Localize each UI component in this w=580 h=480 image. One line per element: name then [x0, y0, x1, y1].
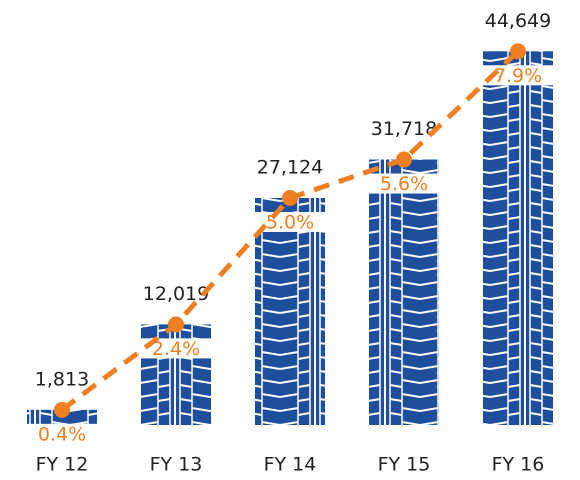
bar: [483, 51, 553, 425]
label-bg: [369, 173, 439, 194]
value-label: 27,124: [257, 156, 323, 178]
bar: [255, 197, 325, 425]
x-tick-label: FY 14: [264, 454, 317, 476]
share-label: 2.4%: [152, 338, 200, 360]
x-tick-label: FY 13: [150, 454, 203, 476]
x-tick-label: FY 15: [378, 454, 431, 476]
point: [282, 189, 298, 206]
share-label: 0.4%: [38, 423, 86, 445]
x-tick-label: FY 16: [492, 454, 545, 476]
value-label: 31,718: [371, 118, 437, 140]
value-label: 12,019: [143, 283, 209, 305]
x-tick-label: FY 12: [36, 454, 89, 476]
point: [168, 316, 184, 333]
value-label: 44,649: [485, 10, 551, 32]
label-bg: [483, 65, 553, 86]
value-label: 1,813: [35, 368, 89, 390]
label-bg: [141, 338, 211, 359]
share-label: 5.6%: [380, 173, 428, 195]
label-bg: [27, 423, 97, 444]
point: [510, 43, 526, 60]
share-label: 5.0%: [266, 211, 314, 233]
point: [396, 151, 412, 168]
share-label: 7.9%: [494, 65, 542, 87]
point: [54, 401, 70, 418]
bar: [369, 159, 439, 426]
